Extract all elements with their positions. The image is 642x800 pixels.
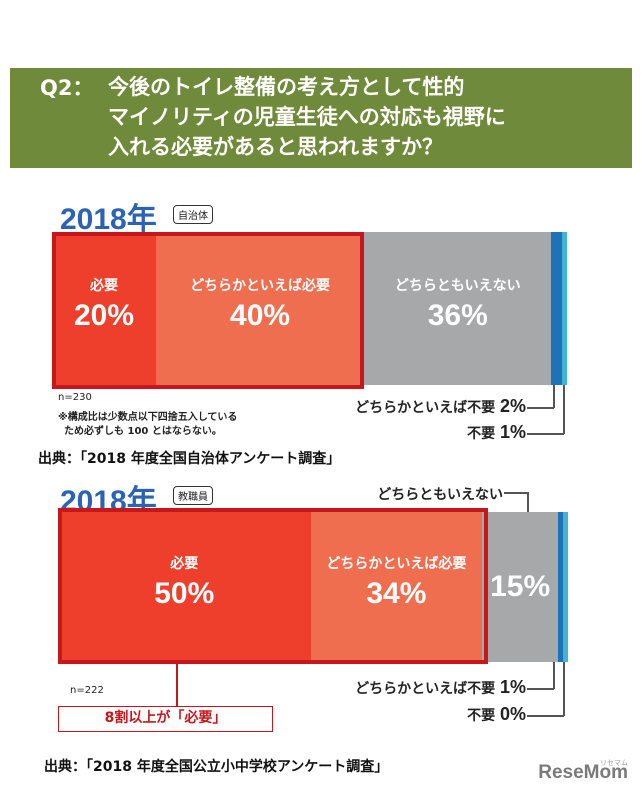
chart2-leader-h1 (527, 688, 554, 690)
resemom-logo: ReseMom (538, 762, 628, 783)
chart2-segment-label-1: 必要 (170, 556, 199, 572)
chart1-minor-name-2: 不要 (467, 426, 496, 442)
chart1-minor-pct-2: 1% (499, 422, 526, 442)
chart1-segment-label-2: どちらかといえば必要 (190, 277, 331, 294)
chart1-segment-value-2: 40% (230, 298, 291, 332)
chart1-minor-label-2: 不要 1% (467, 422, 526, 443)
chart2-badge: 教職員 (173, 486, 213, 505)
chart2-segment-3: 15% (482, 512, 558, 662)
chart2-minor-label-2: 不要 0% (467, 704, 526, 725)
chart2-source: 出典：「2018 年度全国公立小中学校アンケート調査」 (44, 759, 389, 775)
chart2-minor-label-1: どちらかといえば不要 1% (355, 677, 526, 698)
question-number: Q2： (40, 76, 94, 100)
chart1-minor-label-1: どちらかといえば不要 2% (355, 396, 526, 417)
chart1-segment-value-3: 36% (427, 298, 488, 332)
logo-subtext: リセマム (600, 759, 628, 767)
chart1-segment-4 (551, 232, 562, 385)
chart2-segment-value-3: 15% (490, 570, 551, 603)
chart2-segment-value-2: 34% (366, 577, 427, 610)
chart2-neutral-leader-v (527, 492, 529, 530)
chart1-segment-2: どちらかといえば必要 40% (156, 232, 365, 385)
chart2-segment-value-1: 50% (154, 577, 215, 610)
chart2-neutral-leader-h (504, 492, 528, 494)
chart2-segment-5 (563, 512, 568, 662)
chart2-bar: 必要 50% どちらかといえば必要 34% 15% (58, 512, 568, 662)
chart1-segment-5 (561, 232, 567, 385)
chart2-segment-2: どちらかといえば必要 34% (310, 512, 483, 662)
chart1-n: n=230 (58, 392, 92, 403)
chart2-minor-pct-1: 1% (499, 677, 526, 697)
chart1-segment-label-3: どちらともいえない (394, 277, 521, 294)
question-line-3: 入れる必要があると思われますか？ (108, 135, 443, 159)
chart2-leader-h2 (527, 715, 564, 717)
chart1-segment-value-1: 20% (73, 298, 135, 332)
chart1-segment-1: 必要 20% (52, 232, 157, 385)
chart1-segment-3: どちらともいえない 36% (364, 232, 552, 385)
chart1-minor-pct-1: 2% (499, 396, 526, 416)
chart1-note-line-1: ※構成比は少数点以下四捨五入している (58, 412, 238, 423)
chart1-leader-h1 (527, 407, 554, 409)
chart2-minor-pct-2: 0% (499, 704, 526, 724)
chart2-segment-label-2: どちらかといえば必要 (326, 556, 467, 572)
chart2-minor-name-1: どちらかといえば不要 (355, 681, 496, 697)
chart2-neutral-label: どちらともいえない (377, 487, 503, 503)
chart2-n: n=222 (70, 685, 104, 696)
chart2-callout-leader (176, 664, 178, 706)
chart1-source: 出典：「2018 年度全国自治体アンケート調査」 (38, 451, 341, 467)
question-line-2: マイノリティの児童生徒への対応も視野に (108, 105, 506, 129)
chart1-leader-v2 (563, 385, 565, 434)
chart1-leader-h2 (527, 433, 564, 435)
question-line-1: 今後のトイレ整備の考え方として性的 (108, 75, 465, 99)
chart1-minor-name-1: どちらかといえば不要 (355, 400, 496, 416)
chart1-bar: 必要 20% どちらかといえば必要 40% どちらともいえない 36% (52, 232, 567, 385)
chart1-leader-v1 (553, 385, 555, 408)
chart2-leader-v1 (553, 662, 555, 689)
chart1-segment-label-1: 必要 (90, 277, 119, 294)
chart1-badge: 自治体 (173, 205, 213, 224)
chart2-leader-v2 (563, 662, 565, 716)
question-banner: Q2： 今後のトイレ整備の考え方として性的 マイノリティの児童生徒への対応も視野… (10, 68, 632, 168)
chart2-segment-4 (557, 512, 564, 662)
chart1-note-line-2: ため必ずしも 100 とはならない。 (64, 426, 222, 437)
chart2-minor-name-2: 不要 (467, 708, 496, 724)
chart2-segment-1: 必要 50% (58, 512, 311, 662)
chart2-callout: 8割以上が「必要」 (58, 706, 273, 732)
chart1-year: 2018年 (60, 203, 157, 236)
